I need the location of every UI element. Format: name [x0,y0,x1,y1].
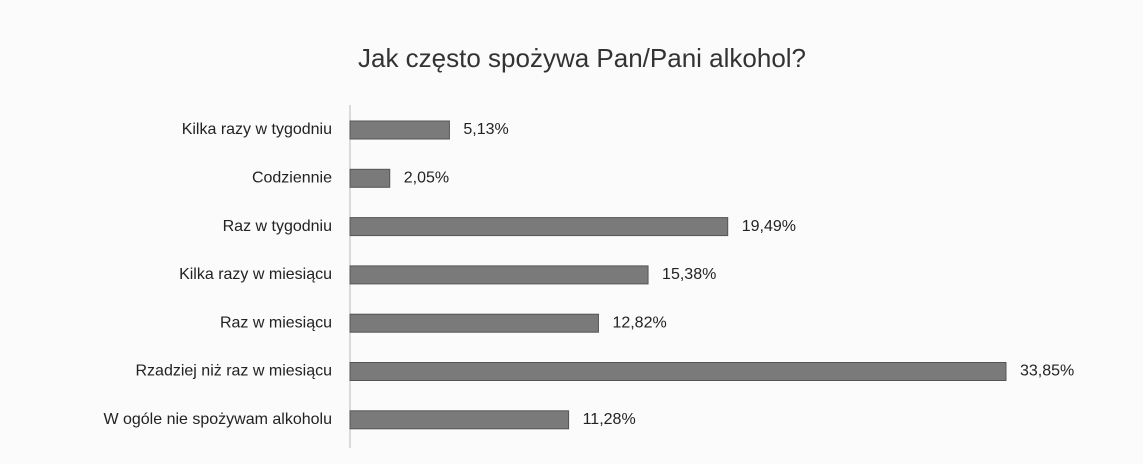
value-label: 12,82% [612,314,666,331]
chart-title: Jak często spożywa Pan/Pani alkohol? [358,43,806,73]
category-label: Kilka razy w miesiącu [179,266,332,283]
value-label: 19,49% [742,218,796,235]
bar [349,265,649,285]
category-label: Kilka razy w tygodniu [182,121,332,138]
value-label: 2,05% [404,170,449,187]
bar [349,362,1007,381]
value-label: 33,85% [1020,363,1074,380]
value-label: 15,38% [662,266,716,283]
category-label: Rzadziej niż raz w miesiącu [135,363,332,380]
bar [349,410,570,430]
bar [349,217,729,237]
bar [349,168,391,188]
category-label: Raz w miesiącu [220,314,332,331]
category-label: W ogóle nie spożywam alkoholu [103,411,332,428]
bar [349,120,450,140]
category-label: Codziennie [252,170,332,187]
bar [349,313,599,333]
value-label: 11,28% [583,411,636,428]
category-label: Raz w tygodniu [223,218,332,235]
value-label: 5,13% [463,121,508,138]
